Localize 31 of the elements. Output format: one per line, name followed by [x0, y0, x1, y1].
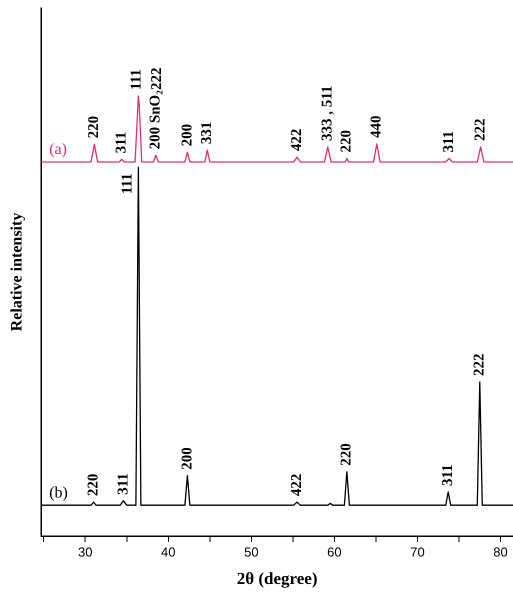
annotation: 311 — [114, 132, 130, 154]
series-label: (a) — [49, 141, 67, 158]
annotation: 333 , 511 — [320, 86, 336, 142]
x-tick-label: 40 — [161, 544, 176, 560]
annotation: 111 — [119, 173, 136, 194]
annotation: 220 — [338, 443, 355, 466]
x-tick-label: 80 — [493, 544, 508, 560]
annotation: 220 — [85, 474, 102, 496]
y-axis-title: Relative intensity — [8, 212, 26, 332]
annotation: 331 — [199, 122, 216, 144]
x-axis-title: 2θ (degree) — [236, 569, 318, 588]
annotation: 440 — [368, 115, 385, 138]
annotation: 200 — [179, 124, 196, 146]
x-tick-label: 60 — [327, 544, 342, 560]
annotation: 220 — [338, 130, 355, 152]
annotation: 311 — [440, 464, 456, 486]
annotation: 222 — [472, 118, 488, 142]
annotation: 422 — [288, 128, 305, 152]
annotation: 311 — [440, 130, 457, 152]
annotation: 222 — [148, 68, 165, 90]
annotation: 200 — [179, 447, 196, 470]
annotation: 311 — [115, 473, 132, 495]
series-label: (b) — [49, 484, 68, 502]
x-tick-label: 30 — [78, 544, 92, 560]
annotation: 222 — [472, 354, 488, 376]
annotation: 422 — [288, 474, 305, 496]
annotation: 111 — [128, 69, 145, 90]
annotation: 220 — [86, 116, 102, 138]
x-tick-label: 50 — [244, 544, 259, 560]
x-tick-label: 70 — [410, 544, 425, 560]
annotation: 200 SnO₂ — [148, 90, 164, 150]
